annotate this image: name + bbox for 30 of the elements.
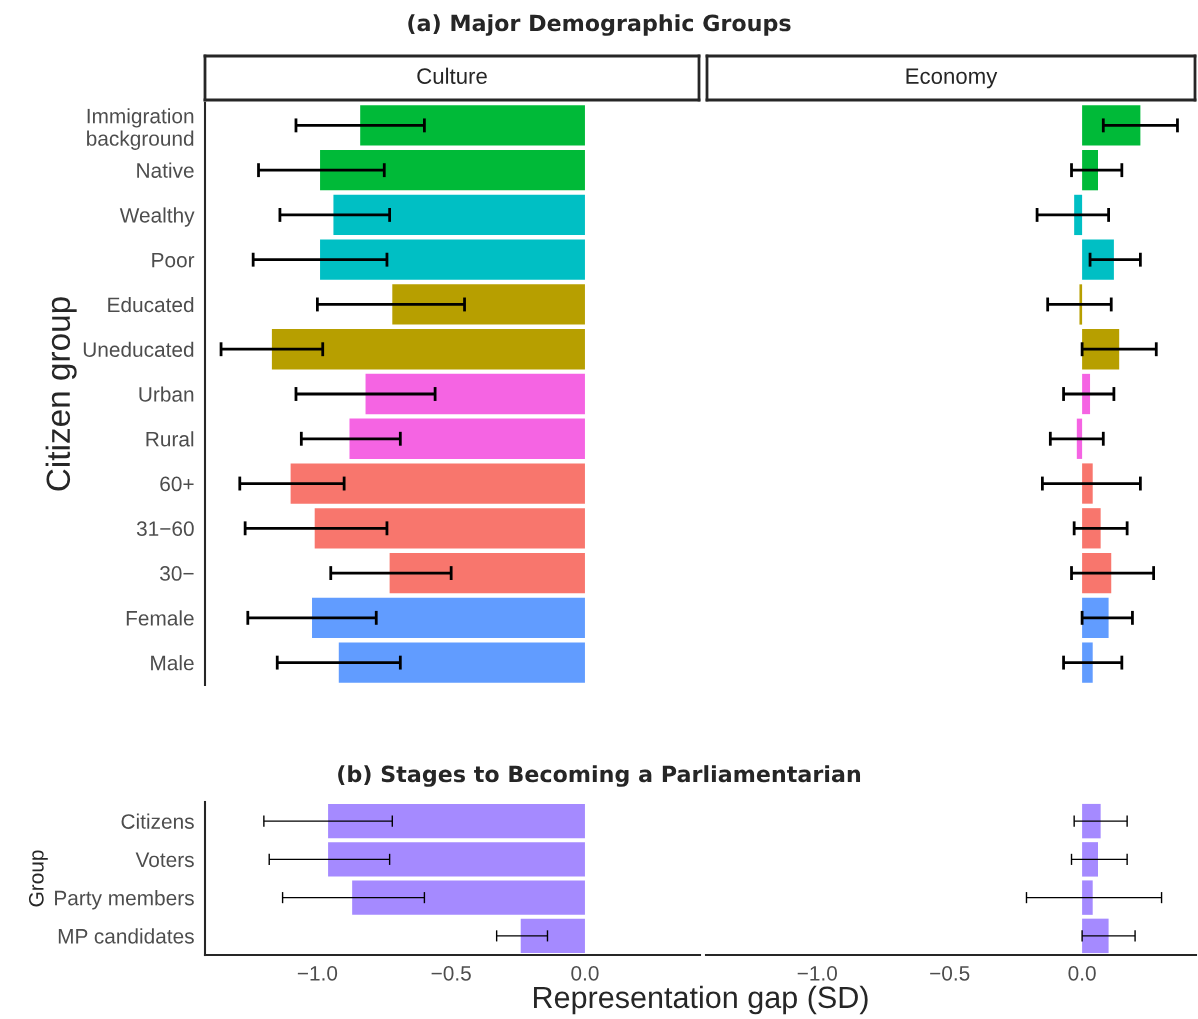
x-tick-label: 0.0 <box>571 965 599 981</box>
y-tick-label: 30− <box>160 566 194 581</box>
y-tick-label: 31−60 <box>136 521 194 537</box>
y-axis-title: Group <box>28 850 48 907</box>
y-tick-label: Immigration background <box>87 108 194 150</box>
y-tick-label: Wealthy <box>119 207 195 227</box>
x-tick-label: −0.5 <box>431 965 471 981</box>
y-tick-label: Party members <box>55 890 194 910</box>
x-tick-label: 0.0 <box>1068 965 1096 981</box>
y-tick-label: Voters <box>135 852 194 868</box>
y-tick-label: Citizens <box>121 813 194 829</box>
y-tick-label: MP candidates <box>58 928 194 944</box>
y-tick-label: Native <box>137 162 194 178</box>
x-tick-label: −0.5 <box>930 965 970 981</box>
y-tick-label: Male <box>151 655 194 671</box>
x-tick-label: −1.0 <box>297 965 338 981</box>
chart-subtitle: Culture <box>417 67 487 84</box>
y-tick-label: 60+ <box>160 476 194 492</box>
y-tick-label: Rural <box>146 431 194 447</box>
chart-subtitle: Economy <box>906 68 998 89</box>
y-tick-label: Educated <box>108 296 194 313</box>
y-tick-label: Urban <box>139 386 194 402</box>
y-tick-label: Poor <box>152 252 195 268</box>
chart-title: (b) Stages to Becoming a Parliamentarian <box>338 765 861 787</box>
x-axis-title: Representation gap (SD) <box>534 985 868 1015</box>
chart-title: (a) Major Demographic Groups <box>408 14 791 36</box>
x-tick-label: −1.0 <box>797 965 837 981</box>
y-axis-title: Citizen group <box>45 297 77 491</box>
y-tick-label: Uneducated <box>83 341 194 357</box>
y-tick-label: Female <box>126 610 194 626</box>
